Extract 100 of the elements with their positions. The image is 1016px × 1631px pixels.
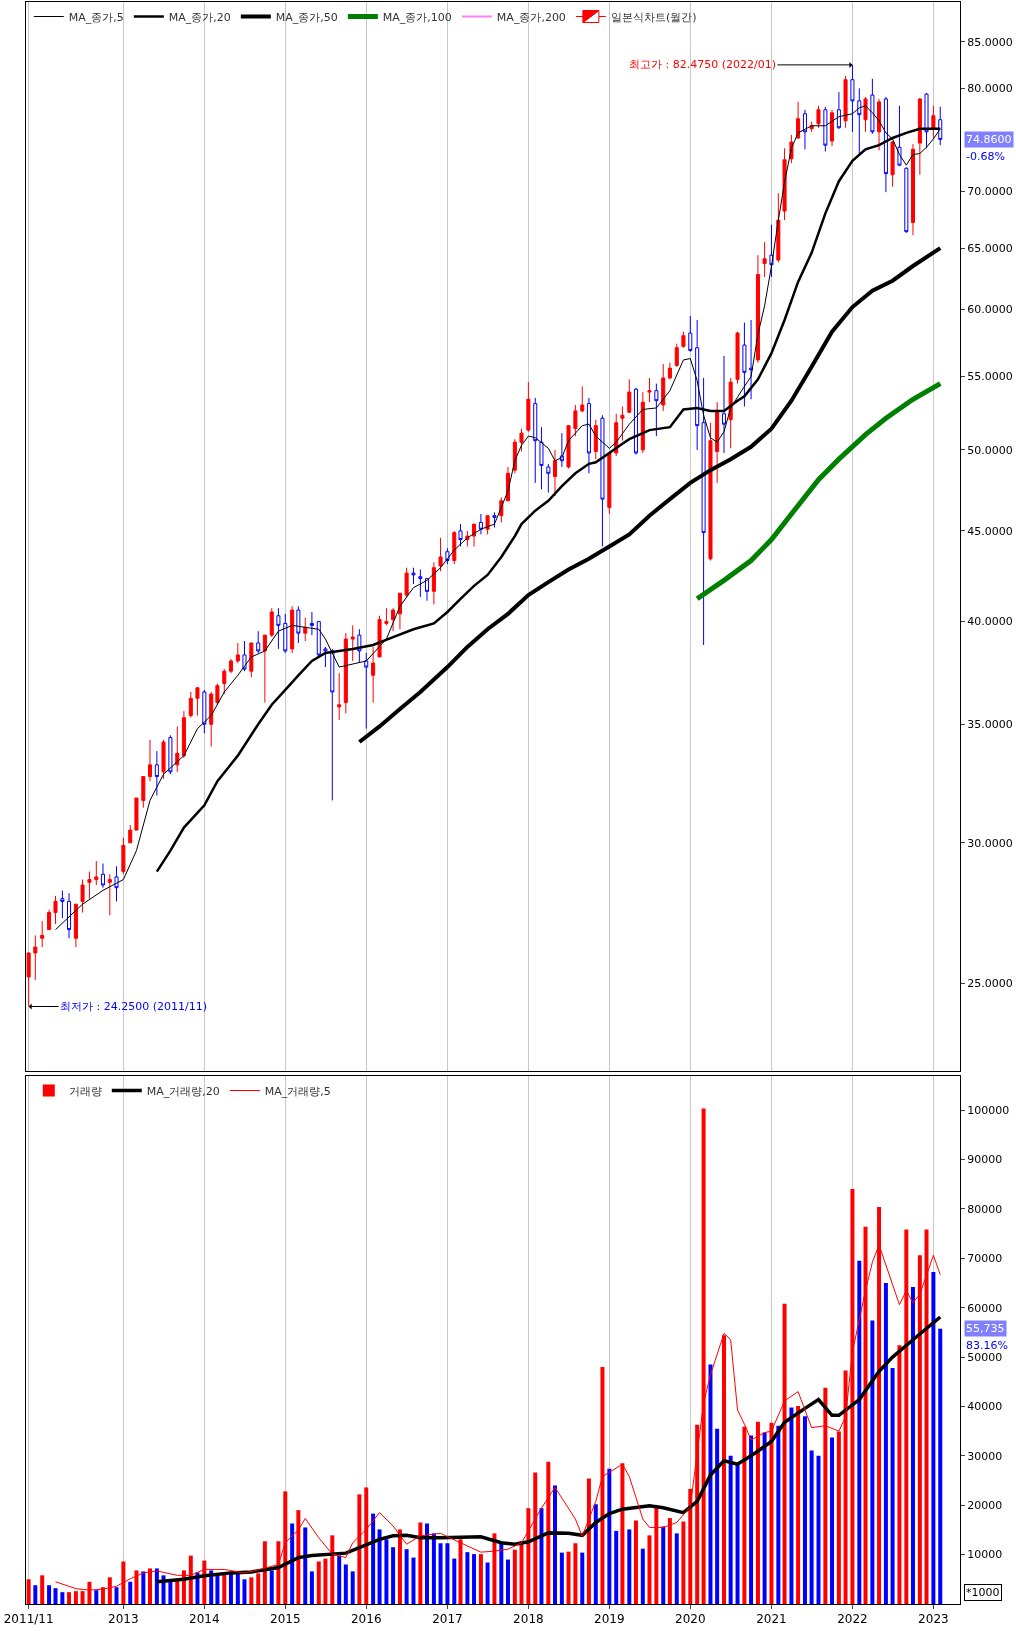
bar xyxy=(316,1561,321,1604)
bar xyxy=(809,1450,814,1604)
bar xyxy=(309,1571,314,1604)
candlestick xyxy=(600,414,605,547)
y-tick-label: 25.0000 xyxy=(967,976,1013,990)
candlestick xyxy=(154,750,159,797)
bar xyxy=(215,1575,220,1604)
x-tick-label: 2015 xyxy=(270,1612,301,1627)
candlestick xyxy=(330,648,335,801)
candlestick xyxy=(215,683,220,706)
bar xyxy=(647,1535,652,1604)
candlestick xyxy=(667,362,672,380)
candlestick xyxy=(640,391,645,454)
candlestick xyxy=(256,630,261,654)
candlestick xyxy=(128,824,133,844)
candlestick xyxy=(924,92,929,149)
candlestick xyxy=(870,78,875,135)
candlestick xyxy=(721,355,727,454)
legend-label: MA_거래량,5 xyxy=(264,1084,331,1098)
candlestick xyxy=(404,567,409,598)
y-tick-label: 30.0000 xyxy=(967,836,1013,850)
candlestick xyxy=(391,607,396,632)
candlestick xyxy=(337,672,342,721)
y-tick-label: 90000 xyxy=(967,1153,1003,1167)
x-tick-label: 2018 xyxy=(513,1612,544,1627)
candlestick xyxy=(303,617,308,642)
candlestick xyxy=(438,537,443,572)
candlestick xyxy=(917,97,922,176)
candlestick xyxy=(843,75,848,129)
x-tick-label: 2011/11 xyxy=(3,1612,54,1627)
bar xyxy=(228,1573,233,1604)
y-tick-label: 30000 xyxy=(967,1449,1003,1463)
candlestick xyxy=(910,143,915,236)
candlestick xyxy=(418,568,423,598)
legend-label: MA_종가,100 xyxy=(382,10,452,24)
candlestick xyxy=(485,515,490,535)
candlestick xyxy=(580,385,585,413)
legend-label: MA_종가,200 xyxy=(496,10,566,24)
legend-label: 일본식차트(월간) xyxy=(610,10,697,24)
candlestick xyxy=(296,605,301,644)
text: -0.68% xyxy=(966,150,1005,163)
x-tick-label: 2013 xyxy=(108,1612,139,1627)
bar xyxy=(411,1557,416,1604)
bar xyxy=(553,1485,557,1604)
candlestick xyxy=(209,691,214,748)
candlestick xyxy=(586,397,591,474)
candlestick xyxy=(749,319,754,400)
candlestick xyxy=(681,331,686,349)
bar xyxy=(762,1432,767,1604)
legend-label: MA_종가,5 xyxy=(68,10,124,24)
y-tick-label: 55.0000 xyxy=(967,370,1013,384)
candlestick xyxy=(33,934,38,981)
y-tick-label: 60.0000 xyxy=(967,303,1013,317)
bar xyxy=(749,1435,754,1604)
bar xyxy=(40,1575,45,1604)
y-tick-label: 40.0000 xyxy=(967,615,1013,629)
bar xyxy=(350,1571,355,1604)
bar xyxy=(708,1364,713,1604)
bar xyxy=(154,1568,159,1604)
y-tick-label: 50.0000 xyxy=(967,443,1013,457)
bar xyxy=(715,1428,720,1604)
candlestick xyxy=(478,513,483,535)
bar xyxy=(938,1328,943,1604)
bar xyxy=(26,1579,31,1604)
candlestick xyxy=(836,91,841,130)
annotation: 74.8600 xyxy=(966,133,1012,146)
y-tick-label: 65.0000 xyxy=(967,241,1013,255)
candlestick xyxy=(283,613,288,654)
bar xyxy=(242,1579,247,1604)
candlestick xyxy=(559,432,564,468)
bar xyxy=(897,1345,902,1604)
bar xyxy=(94,1590,99,1604)
bar xyxy=(735,1464,740,1604)
candlestick xyxy=(472,523,477,547)
bar xyxy=(249,1577,254,1604)
candlestick xyxy=(830,109,835,147)
bar xyxy=(830,1437,835,1604)
legend-label: MA_종가,20 xyxy=(168,10,231,24)
candlestick xyxy=(593,419,598,460)
bar xyxy=(60,1592,65,1604)
bar xyxy=(222,1572,227,1604)
candlestick xyxy=(411,567,416,585)
bar xyxy=(431,1533,436,1604)
y-tick-label: 35.0000 xyxy=(967,718,1013,732)
candlestick xyxy=(850,64,855,133)
bar xyxy=(425,1523,430,1604)
x-tick-label: 2022 xyxy=(837,1612,868,1627)
candlestick xyxy=(742,322,747,407)
bar xyxy=(53,1588,58,1604)
bar xyxy=(337,1555,342,1604)
y-tick-label: 80.0000 xyxy=(967,82,1013,96)
bar xyxy=(776,1425,781,1604)
candlestick xyxy=(121,837,126,875)
bar xyxy=(681,1521,686,1604)
candlestick xyxy=(350,624,355,662)
y-tick-label: 45.0000 xyxy=(967,524,1013,538)
bar xyxy=(573,1543,578,1604)
bar xyxy=(67,1592,72,1604)
bar xyxy=(870,1320,875,1604)
candlestick xyxy=(262,634,267,704)
